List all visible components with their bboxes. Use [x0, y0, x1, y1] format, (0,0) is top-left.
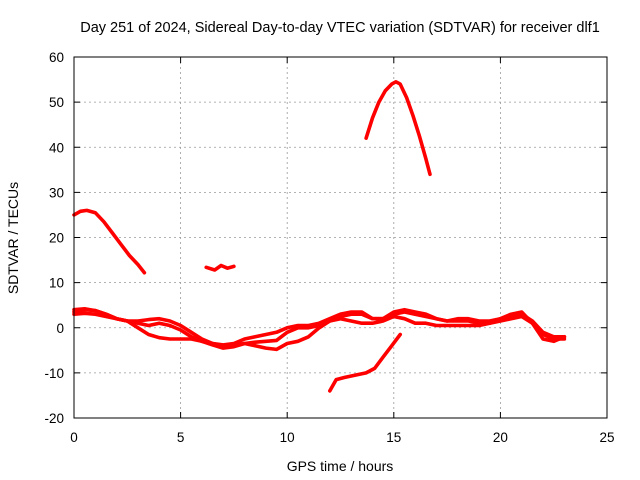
y-tick-label: 0	[56, 321, 64, 336]
y-tick-label: 60	[49, 50, 64, 65]
axis-ticks: 0 5 10 15 20 25 -20 -10 0 10 20 30 40 50 60	[44, 50, 614, 445]
grid	[74, 57, 607, 418]
series-negative-arc-12h	[328, 332, 402, 393]
y-tick-label: 50	[49, 95, 64, 110]
x-axis-label: GPS time / hours	[287, 458, 394, 474]
x-tick-label: 25	[599, 430, 614, 445]
y-axis-label: SDTVAR / TECUs	[5, 182, 21, 294]
y-tick-label: -10	[44, 366, 64, 381]
series-small-arc-7h	[204, 263, 236, 272]
series-high-arc-15h	[364, 80, 432, 177]
series-low-c	[72, 307, 567, 347]
x-tick-label: 5	[177, 430, 185, 445]
x-tick-label: 20	[493, 430, 508, 445]
y-tick-label: 20	[49, 231, 64, 246]
chart-title: Day 251 of 2024, Sidereal Day-to-day VTE…	[80, 20, 600, 36]
series-early-high-arc	[72, 208, 147, 275]
data-series	[72, 80, 567, 393]
y-tick-label: 30	[49, 185, 64, 200]
y-tick-label: 10	[49, 276, 64, 291]
x-tick-label: 15	[386, 430, 401, 445]
series-low-b	[72, 310, 567, 352]
x-tick-label: 0	[70, 430, 78, 445]
y-tick-label: -20	[44, 411, 64, 426]
x-tick-label: 10	[280, 430, 295, 445]
y-tick-label: 40	[49, 140, 64, 155]
